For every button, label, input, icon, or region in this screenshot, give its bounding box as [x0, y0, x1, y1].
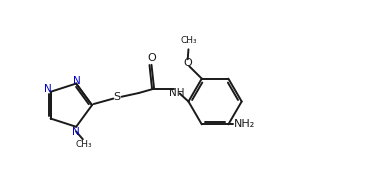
Text: NH₂: NH₂ [234, 119, 255, 129]
Text: CH₃: CH₃ [75, 140, 92, 149]
Text: O: O [147, 52, 156, 63]
Text: methoxy: methoxy [186, 42, 191, 43]
Text: N: N [73, 76, 81, 86]
Text: S: S [114, 92, 121, 102]
Text: NH: NH [168, 89, 184, 98]
Text: CH₃: CH₃ [180, 36, 197, 45]
Text: N: N [44, 84, 52, 94]
Text: O: O [183, 58, 192, 68]
Text: N: N [72, 127, 80, 137]
